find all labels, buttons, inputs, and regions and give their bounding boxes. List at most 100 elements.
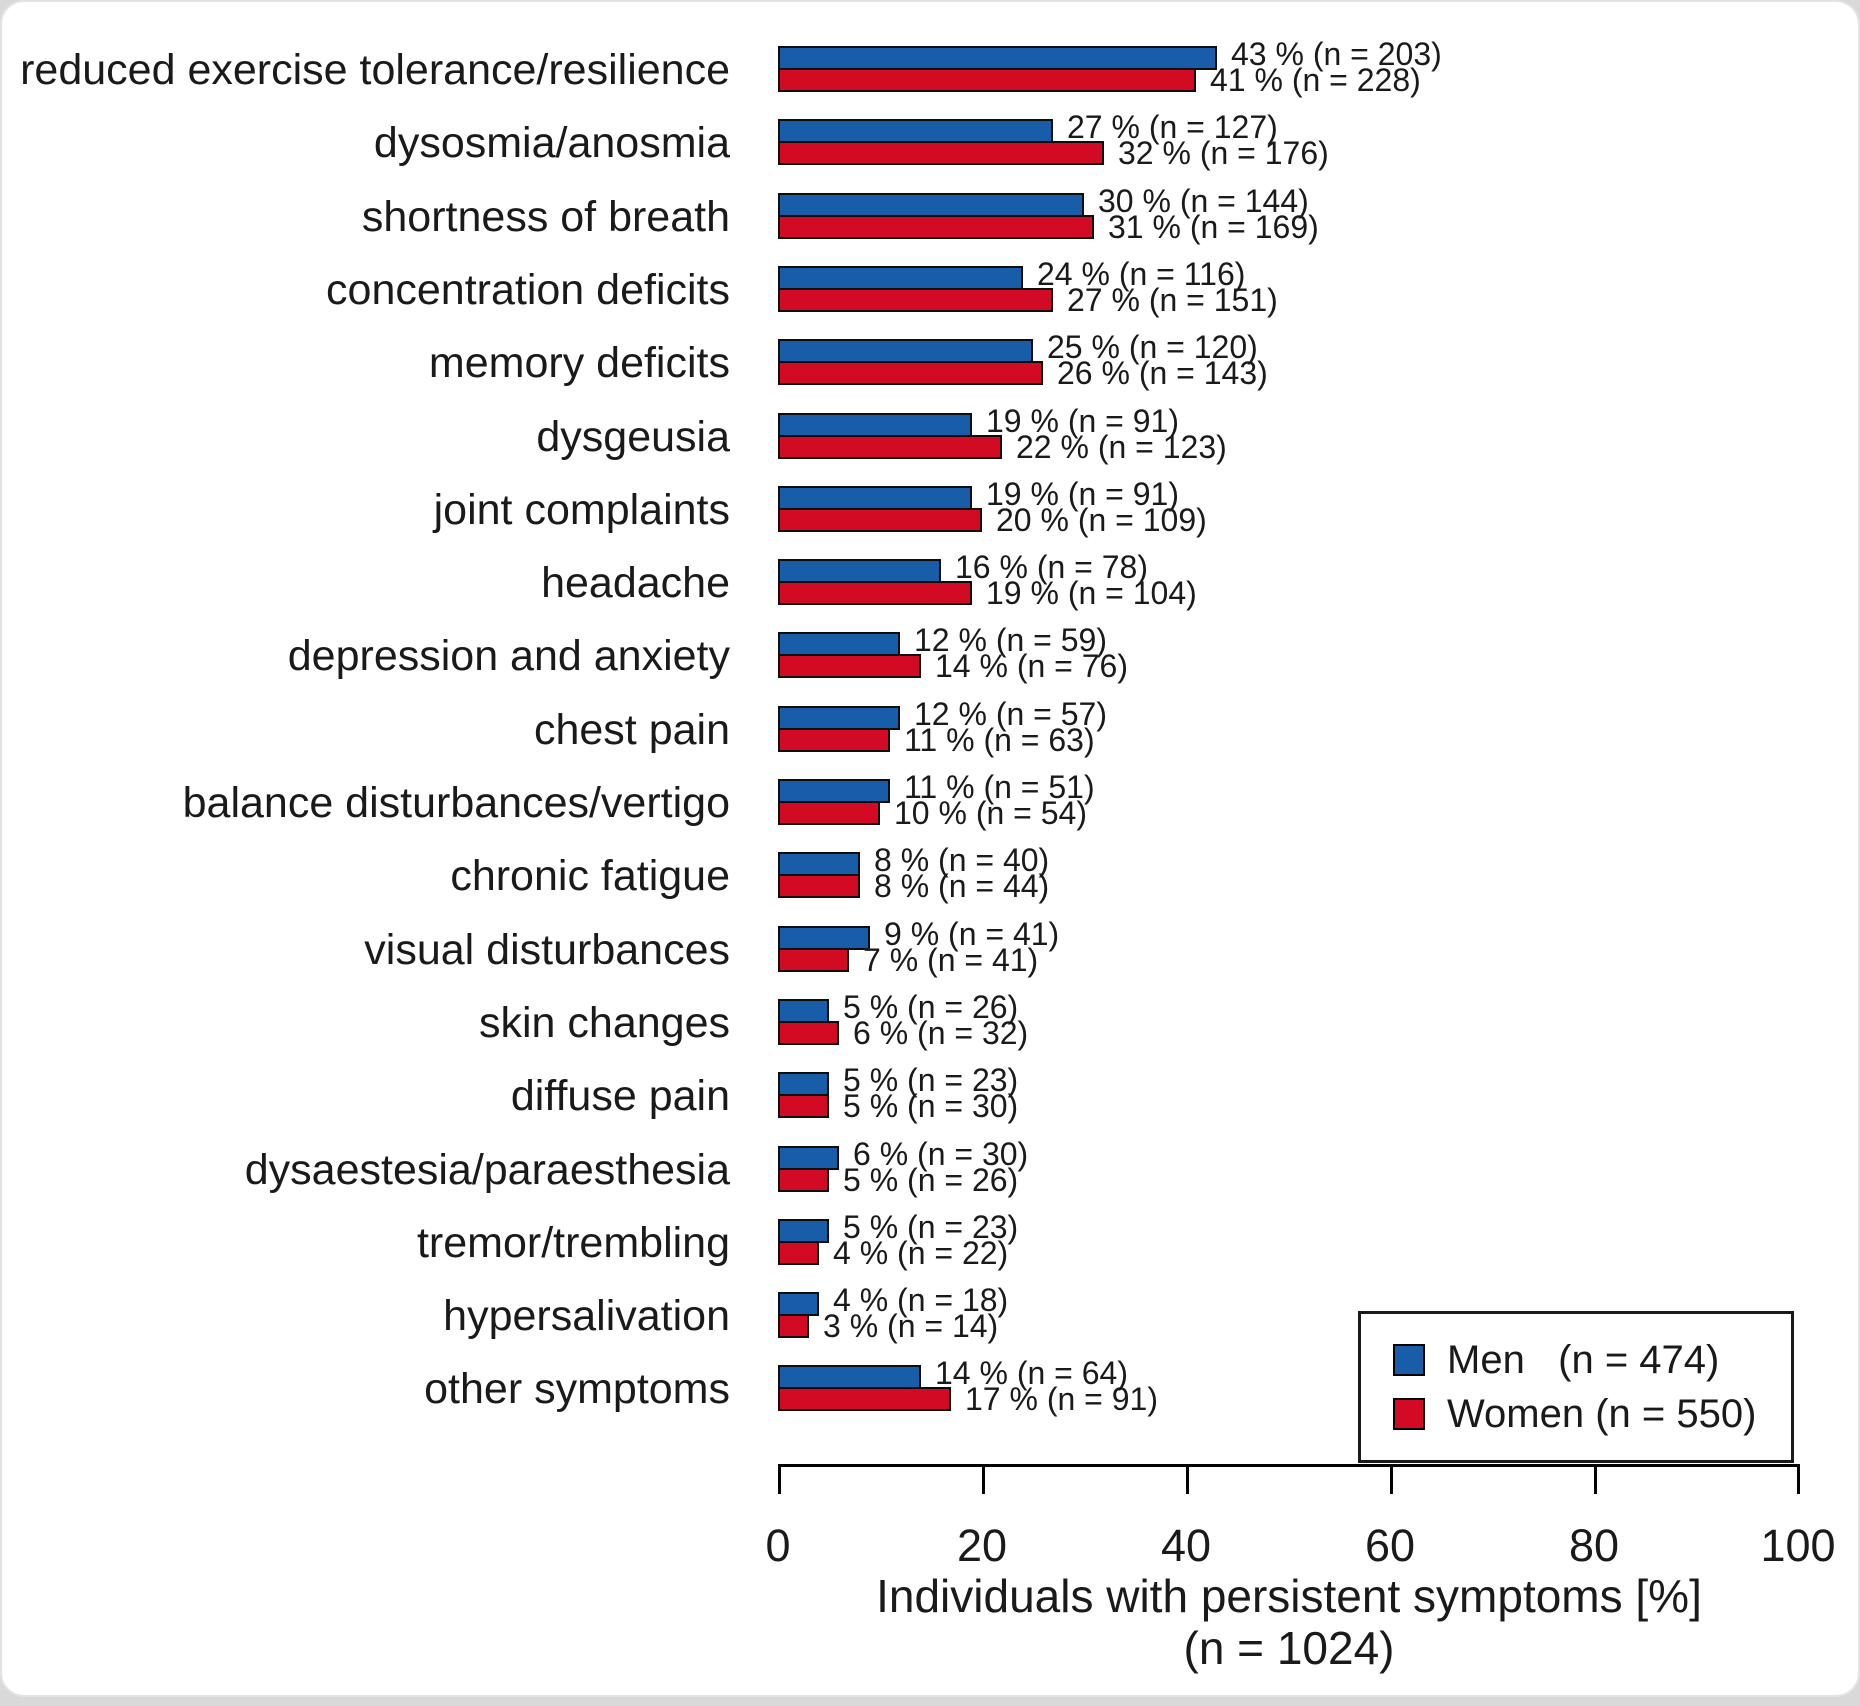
bar-track: 4 % (n = 18) 3 % (n = 14): [778, 1283, 1798, 1343]
men-value-label: 19 % (n = 91): [986, 476, 1179, 512]
men-value-label: 9 % (n = 41): [884, 916, 1060, 952]
x-axis-subtitle: (n = 1024): [1183, 1622, 1395, 1674]
chart-row: reduced exercise tolerance/resilience 43 …: [0, 37, 1860, 98]
legend: Men (n = 474) Women (n = 550): [1358, 1311, 1794, 1463]
chart-row: visual disturbances 9 % (n = 41) 7 % (n = …: [0, 917, 1860, 977]
x-axis-title: Individuals with persistent symptoms [%]: [876, 1570, 1702, 1622]
bar-track: 9 % (n = 41) 7 % (n = 41): [778, 917, 1798, 977]
bar-track: 24 % (n = 116) 27 % (n = 151): [778, 257, 1798, 318]
men-bar: [778, 1072, 829, 1096]
men-value-label: 12 % (n = 59): [914, 622, 1107, 658]
men-bar: [778, 999, 829, 1023]
men-bar: [778, 926, 870, 950]
women-bar: [778, 1021, 839, 1045]
chart-row: memory deficits 25 % (n = 120) 26 % (n = 1…: [0, 330, 1860, 391]
category-label: headache: [541, 559, 730, 607]
men-bar: [778, 1365, 921, 1389]
chart-row: depression and anxiety 12 % (n = 59) 14 % …: [0, 623, 1860, 683]
bar-track: 5 % (n = 26) 6 % (n = 32): [778, 990, 1798, 1050]
legend-label-women: Women (n = 550): [1447, 1392, 1757, 1436]
men-value-label: 5 % (n = 23): [843, 1062, 1019, 1098]
bar-track: 27 % (n = 127) 32 % (n = 176): [778, 110, 1798, 170]
bar-track: 5 % (n = 23) 5 % (n = 30): [778, 1063, 1798, 1123]
bar-track: 14 % (n = 64) 17 % (n = 91): [778, 1356, 1798, 1417]
category-label: dysaestesia/paraesthesia: [244, 1146, 730, 1194]
category-label: hypersalivation: [443, 1292, 730, 1340]
women-bar: [778, 1387, 951, 1411]
women-value-label: 41 % (n = 228): [1210, 62, 1421, 98]
men-value-label: 14 % (n = 64): [935, 1355, 1128, 1391]
x-axis-tick-label: 100: [1760, 1520, 1836, 1571]
men-bar: [778, 486, 972, 510]
category-label: other symptoms: [424, 1365, 730, 1413]
category-label: diffuse pain: [510, 1072, 730, 1120]
x-axis-tick-label: 0: [765, 1520, 791, 1571]
chart-row: headache 16 % (n = 78) 19 % (n = 104): [0, 550, 1860, 611]
category-label: joint complaints: [433, 486, 730, 534]
chart-row: other symptoms 14 % (n = 64) 17 % (n = 91): [0, 1356, 1860, 1417]
men-value-label: 5 % (n = 26): [843, 989, 1019, 1025]
women-color-swatch: [1393, 1398, 1425, 1430]
men-bar: [778, 559, 941, 583]
bar-track: 11 % (n = 51) 10 % (n = 54): [778, 770, 1798, 831]
women-value-label: 17 % (n = 91): [965, 1381, 1158, 1417]
legend-label-men: Men (n = 474): [1447, 1338, 1720, 1382]
chart-row: shortness of breath 30 % (n = 144) 31 % (n…: [0, 184, 1860, 244]
category-label: memory deficits: [428, 339, 730, 387]
legend-item-women: Women (n = 550): [1393, 1392, 1791, 1436]
chart-row: chest pain 12 % (n = 57) 11 % (n = 63): [0, 697, 1860, 758]
women-bar: [778, 68, 1196, 92]
men-value-label: 5 % (n = 23): [843, 1209, 1019, 1245]
bar-track: 6 % (n = 30) 5 % (n = 26): [778, 1137, 1798, 1198]
men-value-label: 19 % (n = 91): [986, 403, 1179, 439]
women-bar: [778, 874, 860, 898]
men-value-label: 12 % (n = 57): [914, 696, 1107, 732]
category-label: dysosmia/anosmia: [373, 119, 730, 167]
women-bar: [778, 948, 849, 972]
chart-row: dysgeusia 19 % (n = 91) 22 % (n = 123): [0, 404, 1860, 465]
women-value-label: 11 % (n = 63): [904, 722, 1095, 758]
chart-row: concentration deficits 24 % (n = 116) 27 %…: [0, 257, 1860, 318]
bar-track: 16 % (n = 78) 19 % (n = 104): [778, 550, 1798, 611]
chart-row: skin changes 5 % (n = 26) 6 % (n = 32): [0, 990, 1860, 1050]
men-bar: [778, 339, 1033, 363]
category-label: concentration deficits: [326, 266, 730, 314]
category-label: tremor/trembling: [416, 1219, 730, 1267]
women-bar: [778, 801, 880, 825]
x-axis: 0 20 40 60 80 100: [765, 1464, 1836, 1569]
women-bar: [778, 1241, 819, 1265]
women-value-label: 26 % (n = 143): [1057, 355, 1268, 391]
men-value-label: 6 % (n = 30): [853, 1136, 1029, 1172]
men-value-label: 24 % (n = 116): [1037, 256, 1246, 292]
bar-track: 19 % (n = 91) 22 % (n = 123): [778, 404, 1798, 465]
bar-track: 5 % (n = 23) 4 % (n = 22): [778, 1210, 1798, 1271]
men-value-label: 8 % (n = 40): [874, 842, 1050, 878]
women-bar: [778, 141, 1104, 165]
women-value-label: 22 % (n = 123): [1016, 429, 1227, 465]
category-label: skin changes: [479, 999, 730, 1047]
chart-row: joint complaints 19 % (n = 91) 20 % (n = 1…: [0, 477, 1860, 537]
x-axis-tick: [1594, 1467, 1597, 1494]
women-bar: [778, 728, 890, 752]
bar-track: 43 % (n = 203) 41 % (n = 228): [778, 37, 1798, 98]
men-value-label: 30 % (n = 144): [1098, 183, 1309, 219]
women-value-label: 19 % (n = 104): [986, 575, 1197, 611]
women-value-label: 8 % (n = 44): [874, 868, 1050, 904]
women-bar: [778, 1094, 829, 1118]
women-bar: [778, 1314, 809, 1338]
category-label: chest pain: [533, 706, 730, 754]
women-value-label: 10 % (n = 54): [894, 795, 1087, 831]
women-value-label: 4 % (n = 22): [833, 1235, 1009, 1271]
category-label: depression and anxiety: [287, 632, 730, 680]
men-color-swatch: [1393, 1344, 1425, 1376]
women-value-label: 27 % (n = 151): [1067, 282, 1278, 318]
women-value-label: 5 % (n = 26): [843, 1162, 1019, 1198]
men-bar: [778, 1292, 819, 1316]
chart-row: tremor/trembling 5 % (n = 23) 4 % (n = 22): [0, 1210, 1860, 1271]
women-bar: [778, 508, 982, 532]
men-value-label: 25 % (n = 120): [1047, 329, 1258, 365]
women-bar: [778, 288, 1053, 312]
women-bar: [778, 361, 1043, 385]
men-bar: [778, 1219, 829, 1243]
men-bar: [778, 852, 860, 876]
